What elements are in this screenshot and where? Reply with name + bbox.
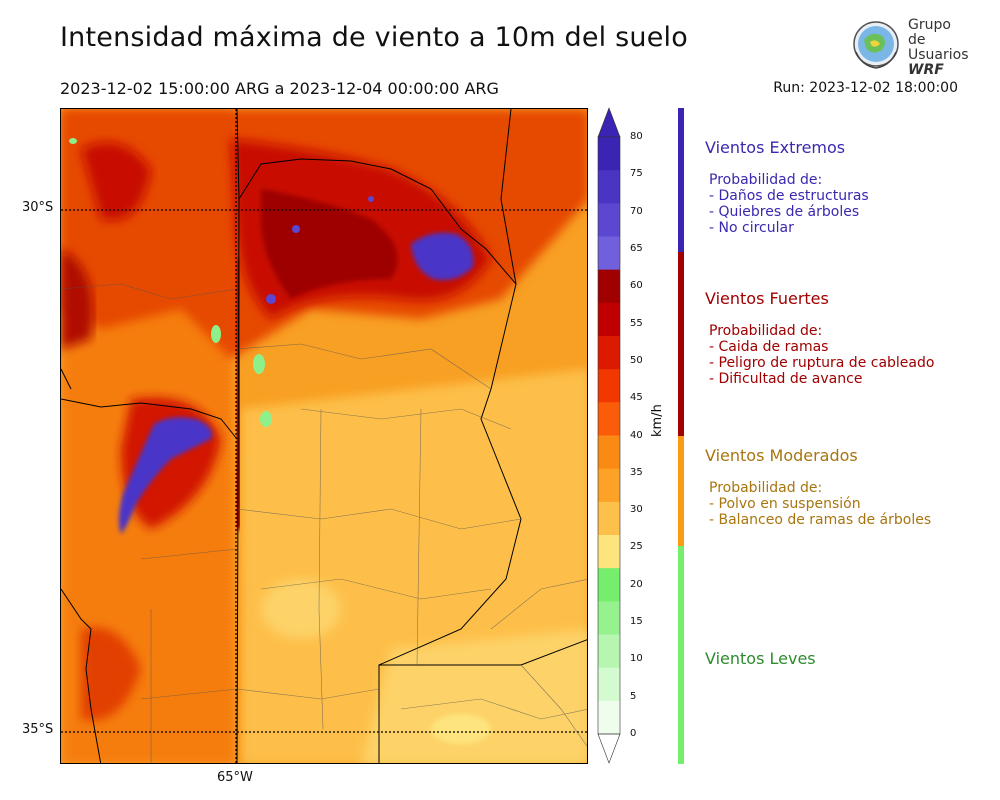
globe-icon	[853, 21, 899, 69]
category-title-strong: Vientos Fuertes	[705, 289, 829, 308]
colorbar-tick-label: 15	[630, 616, 643, 628]
colorbar-swatch	[598, 236, 620, 271]
colorbar-swatch	[598, 302, 620, 337]
wind-intensity-field	[61, 109, 587, 763]
colorbar-extend-top	[597, 107, 621, 138]
run-time: Run: 2023-12-02 18:00:00	[773, 80, 958, 96]
colorbar-tick-label: 60	[630, 280, 643, 292]
colorbar-swatch	[598, 170, 620, 204]
colorbar-swatch	[598, 137, 620, 171]
category-title-extreme: Vientos Extremos	[705, 138, 846, 157]
colorbar-tick-label: 5	[630, 690, 637, 702]
category-bar-strong	[678, 252, 684, 436]
colorbar-tick-label: 80	[630, 131, 643, 142]
colorbar-swatch	[598, 601, 620, 635]
colorbar-swatch	[598, 435, 620, 470]
colorbar-swatch	[598, 535, 620, 569]
colorbar-tick-label: 30	[630, 504, 643, 516]
colorbar-swatch	[598, 203, 620, 237]
colorbar-tick-label: 10	[630, 653, 643, 665]
colorbar-tick-label: 40	[630, 429, 643, 441]
lon-label-65w: 65°W	[217, 770, 253, 785]
category-title-light: Vientos Leves	[705, 649, 816, 668]
logo-text: Grupo de Usuarios WRF	[908, 17, 969, 78]
colorbar-unit-label: km/h	[650, 404, 665, 437]
colorbar-extend-bottom	[597, 733, 621, 764]
colorbar-swatch	[598, 269, 620, 304]
category-desc-strong: Probabilidad de: - Caida de ramas - Peli…	[709, 323, 935, 387]
wrf-logo: Grupo de Usuarios WRF	[848, 16, 969, 78]
lat-label-30s: 30°S	[22, 200, 54, 215]
lat-label-35s: 35°S	[22, 722, 54, 737]
wind-map	[60, 108, 588, 764]
chart-title: Intensidad máxima de viento a 10m del su…	[60, 22, 688, 53]
colorbar-tick-label: 25	[630, 541, 643, 553]
colorbar-swatch	[598, 700, 620, 735]
colorbar-swatches	[597, 107, 621, 764]
category-bar-extreme	[678, 108, 684, 252]
category-desc-extreme: Probabilidad de: - Daños de estructuras …	[709, 172, 869, 236]
colorbar-tick-label: 35	[630, 466, 643, 478]
colorbar-swatch	[598, 501, 620, 536]
colorbar-swatch	[598, 634, 620, 669]
colorbar-swatch	[598, 402, 620, 436]
colorbar-tick-label: 0	[630, 728, 637, 739]
colorbar-tick-label: 75	[630, 168, 643, 180]
colorbar-swatch	[598, 468, 620, 503]
forecast-period: 2023-12-02 15:00:00 ARG a 2023-12-04 00:…	[60, 79, 499, 98]
colorbar-tick-label: 50	[630, 354, 643, 366]
colorbar-swatch	[598, 369, 620, 403]
category-bar-moderate	[678, 436, 684, 546]
colorbar-tick-label: 70	[630, 205, 643, 217]
category-desc-moderate: Probabilidad de: - Polvo en suspensión -…	[709, 480, 932, 528]
colorbar-swatch	[598, 667, 620, 702]
colorbar-tick-label: 55	[630, 317, 643, 329]
colorbar-tick-label: 45	[630, 392, 643, 404]
colorbar-swatch	[598, 568, 620, 602]
colorbar	[590, 100, 670, 780]
colorbar-swatch	[598, 336, 620, 370]
colorbar-tick-label: 20	[630, 578, 643, 590]
colorbar-tick-label: 65	[630, 242, 643, 254]
category-bar-light	[678, 546, 684, 764]
category-title-moderate: Vientos Moderados	[705, 446, 858, 465]
